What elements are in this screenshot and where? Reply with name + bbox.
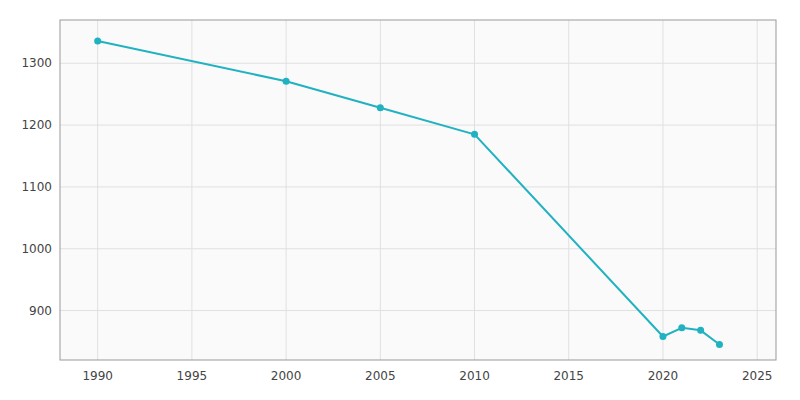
grid	[60, 20, 776, 360]
x-grid-line	[474, 20, 475, 360]
x-tick-label: 2000	[271, 369, 302, 383]
chart-container: 1990 1995 2000 2005 2010 2015 2020 2025 900 1000 1…	[0, 0, 800, 400]
x-grid-line	[757, 20, 758, 360]
point	[94, 38, 101, 45]
y-tick-label: 1200	[21, 118, 52, 132]
x-tick-label: 2025	[742, 369, 773, 383]
y-grid-line	[60, 63, 776, 64]
y-grid-line	[60, 186, 776, 187]
data-group	[94, 38, 723, 349]
x-tick-label: 2005	[365, 369, 396, 383]
x-tick-label: 2010	[459, 369, 490, 383]
page: {"chart_data": {"type": "line", "x": [19…	[0, 0, 800, 400]
x-grid-line	[662, 20, 663, 360]
y-tick-label: 1300	[21, 56, 52, 70]
x-grid-line	[380, 20, 381, 360]
x-tick-label: 2015	[553, 369, 584, 383]
y-grid-line	[60, 125, 776, 126]
y-grid-line	[60, 310, 776, 311]
x-grid-line	[568, 20, 569, 360]
point	[283, 78, 290, 85]
plot-background	[60, 20, 776, 360]
point	[659, 333, 666, 340]
x-tick-label: 1990	[82, 369, 113, 383]
y-tick-label: 900	[29, 304, 52, 318]
point	[678, 324, 685, 331]
x-grid-line	[191, 20, 192, 360]
line	[98, 41, 720, 345]
y-tick-label: 1000	[21, 242, 52, 256]
point	[377, 104, 384, 111]
point	[716, 341, 723, 348]
x-grid-line	[286, 20, 287, 360]
x-tick-label: 1995	[177, 369, 208, 383]
plot-frame	[60, 20, 776, 360]
x-grid-line	[97, 20, 98, 360]
y-grid-line	[60, 248, 776, 249]
point	[471, 131, 478, 138]
chart: 1990 1995 2000 2005 2010 2015 2020 2025 900 1000 1…	[0, 0, 800, 400]
point	[697, 327, 704, 334]
x-tick-label: 2020	[648, 369, 679, 383]
y-tick-label: 1100	[21, 180, 52, 194]
